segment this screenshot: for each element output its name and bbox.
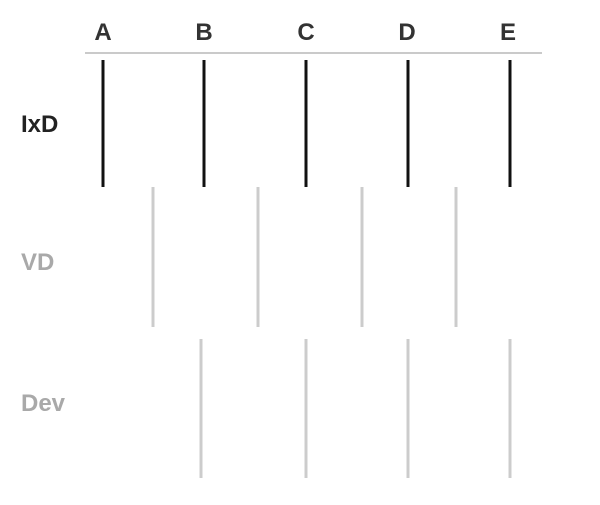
column-label-d: D [398, 19, 415, 46]
column-label-e: E [500, 19, 516, 46]
column-label-b: B [195, 19, 212, 46]
column-label-c: C [297, 19, 314, 46]
row-label-vd: VD [21, 249, 54, 276]
dev-row-lines [199, 339, 512, 478]
ixd-row-lines [101, 60, 512, 187]
row-labels: IxD VD Dev [21, 111, 66, 417]
column-label-a: A [94, 19, 111, 46]
column-labels: A B C D E [94, 19, 516, 46]
row-label-ixd: IxD [21, 111, 58, 138]
vd-row-lines [151, 187, 458, 327]
row-label-dev: Dev [21, 390, 66, 417]
